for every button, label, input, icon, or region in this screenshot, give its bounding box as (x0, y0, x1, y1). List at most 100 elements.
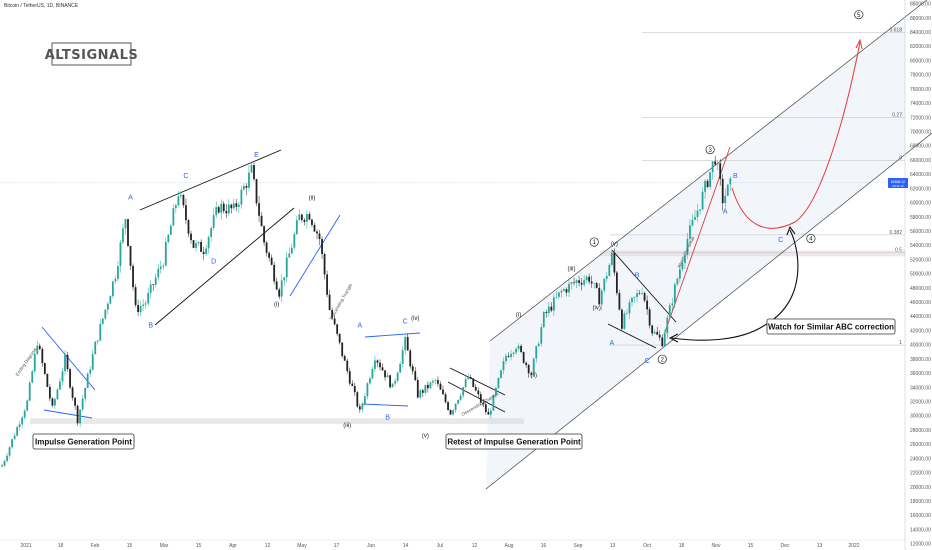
y-tick-label: 76000.00 (910, 87, 931, 93)
candle-body (79, 409, 82, 424)
wave-label: B (148, 322, 153, 329)
wave-circle (705, 145, 715, 155)
candle-body (694, 217, 696, 220)
candle-body (384, 370, 386, 378)
candle-body (333, 318, 336, 325)
candle-body (48, 386, 51, 399)
x-axis[interactable]: 2021 18 Feb 15 Mar 15 Apr 12 May 17 Jun 14 Jul 12 Aug 1… (0, 539, 905, 549)
candle-body (411, 366, 414, 372)
fib-label: 0.382 (889, 230, 902, 236)
candle-body (363, 396, 366, 404)
candle-body (477, 390, 480, 395)
candle-body (273, 264, 276, 282)
candle-body (207, 237, 210, 249)
candle-body (31, 371, 34, 383)
candle-body (684, 254, 686, 264)
candle-body (643, 292, 646, 301)
x-tick-label: Sep (574, 543, 583, 549)
candle-body (389, 375, 391, 388)
candle-body (351, 383, 354, 386)
candle-body (406, 336, 409, 351)
candle-body (338, 333, 341, 343)
candle-body (658, 334, 661, 338)
candle-body (495, 387, 497, 395)
candle-body (626, 313, 628, 314)
candle-body (550, 306, 553, 311)
candle-body (54, 399, 56, 406)
y-tick-label: 36000.00 (910, 371, 931, 377)
candle-body (714, 161, 717, 165)
candle-body (225, 210, 228, 214)
watch-arrowhead-left (668, 333, 679, 343)
candle-body (253, 165, 255, 180)
candle-body (358, 406, 361, 410)
y-tick-label: 12000.00 (910, 542, 931, 548)
candle-body (447, 402, 449, 410)
candle-body (678, 269, 681, 279)
x-tick-label: 16 (541, 543, 547, 549)
x-tick-label: May (297, 543, 307, 549)
candle-body (552, 297, 555, 311)
candle-body (371, 368, 374, 379)
y-tick-label: 84000.00 (910, 30, 931, 36)
candle-body (457, 399, 460, 404)
candle-body (505, 355, 507, 362)
candle-body (484, 404, 487, 413)
x-tick-label: 13 (610, 543, 616, 549)
candle-body (172, 208, 175, 226)
x-tick-label: Jun (367, 543, 375, 549)
candle-body (701, 191, 704, 210)
wave-label: (i) (516, 313, 521, 319)
candle-body (560, 290, 563, 293)
candle-body (600, 290, 603, 305)
candle-body (237, 204, 240, 207)
candle-body (217, 207, 220, 213)
candle-body (278, 289, 281, 297)
candle-body (442, 389, 444, 395)
candle-body (399, 363, 402, 373)
y-tick-label: 88000.00 (910, 2, 931, 8)
candle-body (497, 377, 500, 388)
x-tick-label: 12 (472, 543, 478, 549)
candle-body (190, 233, 192, 241)
candle-body (706, 180, 709, 187)
candle-body (169, 225, 172, 235)
pattern-line (43, 409, 93, 419)
candle-body (59, 381, 61, 390)
wave-label: (iv) (593, 306, 601, 312)
candle-body (474, 386, 477, 391)
wave-label: (iv) (411, 316, 419, 322)
candle-body (84, 387, 87, 399)
x-tick-label: 2022 (848, 543, 859, 549)
candle-body (248, 172, 250, 188)
y-tick-label: 54000.00 (910, 243, 931, 249)
candle-body (127, 219, 129, 246)
candle-body (243, 186, 245, 190)
candle-body (439, 383, 442, 390)
candle-body (686, 238, 689, 255)
candle-body (293, 234, 296, 248)
candle-body (16, 427, 19, 436)
y-tick-label: 64000.00 (910, 172, 931, 178)
y-tick-label: 46000.00 (910, 300, 931, 306)
candle-body (489, 410, 492, 415)
candle-body (603, 278, 606, 291)
candle-body (615, 272, 618, 294)
candle-body (147, 292, 150, 304)
candle-body (608, 264, 611, 276)
candle-body (540, 327, 543, 344)
candle-body (306, 214, 308, 222)
y-tick-label: 28000.00 (910, 428, 931, 434)
channel-upper (489, 0, 928, 342)
candle-body (343, 356, 346, 361)
candle-body (386, 375, 389, 378)
y-axis[interactable]: 88000.00 86000.00 84000.00 82000.00 80000.00… (904, 0, 931, 550)
candle-body (331, 309, 334, 319)
candle-body (512, 352, 515, 354)
candle-body (726, 184, 729, 196)
wave-label: (iii) (568, 266, 576, 272)
projection-curve (731, 41, 861, 229)
candle-body (716, 163, 719, 165)
candle-body (137, 304, 139, 313)
